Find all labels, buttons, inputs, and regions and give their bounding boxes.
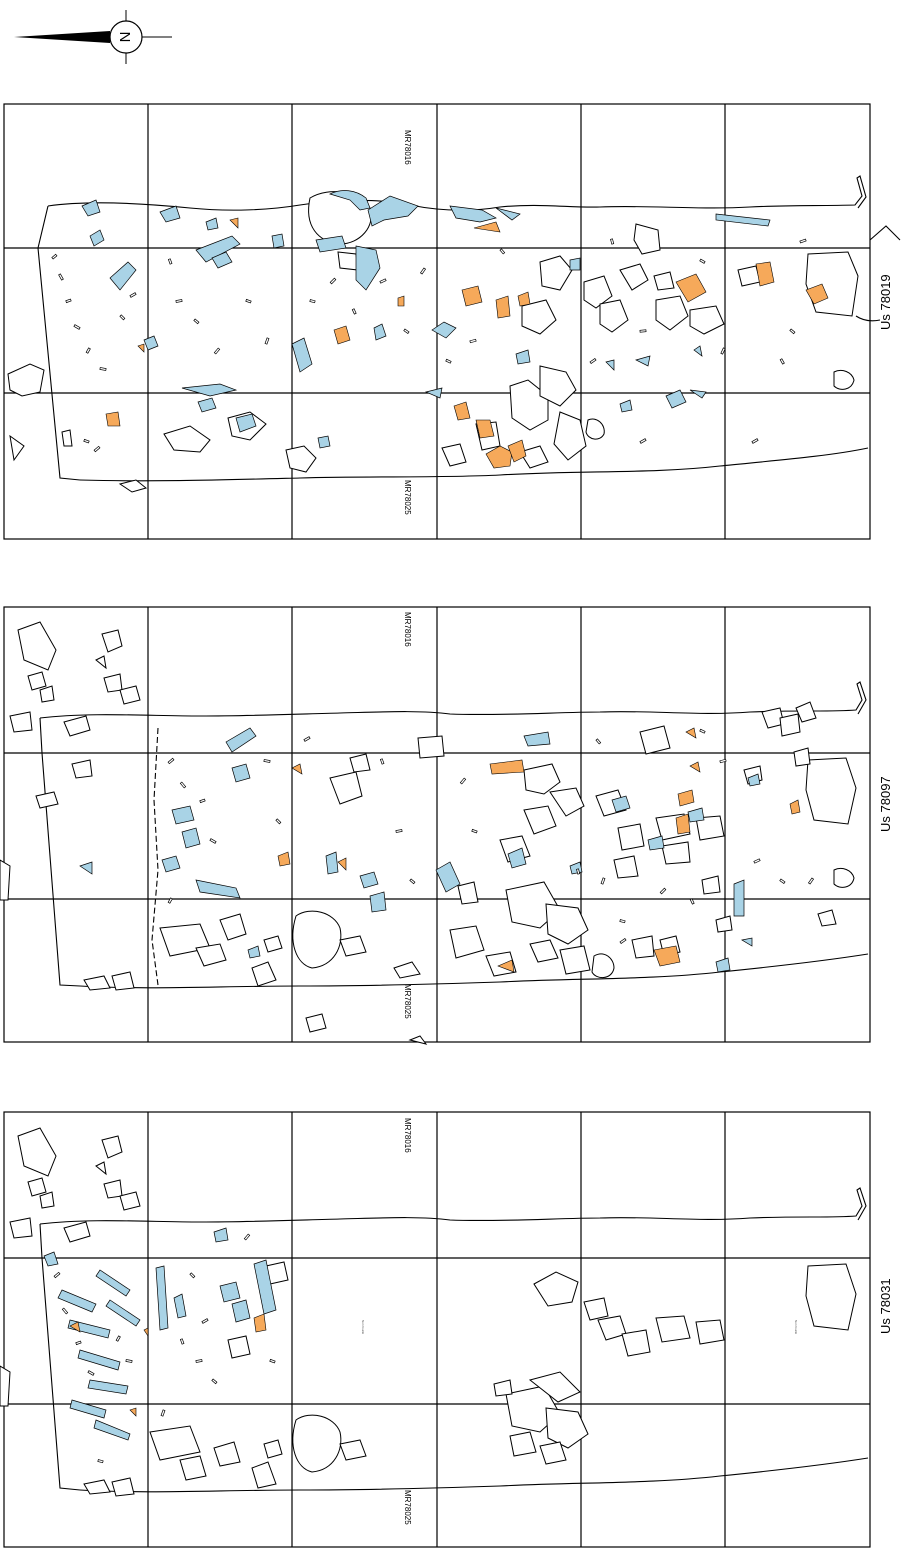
panel-2: MR78016 MR78025 Us 78097 (0, 606, 893, 1045)
panel-2-stones (0, 621, 857, 1045)
panel-1-scatter (51, 238, 807, 453)
panel-1-wall-bottom-label: MR78025 (403, 480, 412, 515)
panel-1-us-label: Us 78019 (878, 274, 893, 330)
panel-1-wall-top-label: MR78016 (403, 130, 412, 165)
panel-3-wall-top-label: MR78016 (403, 1118, 412, 1153)
panel-2-left-edge (39, 717, 81, 987)
panel-1-bone-fragments (81, 190, 771, 449)
panel-3-grid (3, 1111, 871, 1548)
panel-3: Non fouillé Non fouillé MR78016 MR78025 … (0, 1111, 893, 1548)
panel-1-stones (7, 191, 859, 493)
panel-3-stones (0, 1127, 857, 1497)
panel-2-bone-fragments (79, 727, 761, 973)
panel-3-left-edge (39, 1223, 81, 1491)
panel-3-bottom-edge (79, 1457, 869, 1493)
panel-2-bottom-edge (79, 953, 869, 989)
panel-3-top-edge (39, 1187, 867, 1225)
north-letter: N (117, 32, 134, 43)
panel-2-orange-fragments (277, 727, 801, 973)
panel-3-scatter (53, 1233, 276, 1464)
panel-2-top-edge (39, 681, 867, 719)
panel-2-wall-bottom-label: MR78025 (403, 984, 412, 1019)
panel-3-bone-fragments (43, 1227, 277, 1441)
panel-3-orange-fragments (69, 1313, 267, 1417)
panel-2-us-label: Us 78097 (878, 776, 893, 832)
panel-3-us-label: Us 78031 (878, 1278, 893, 1334)
panel-2-scatter (167, 728, 815, 945)
panel-1: MR78016 MR78025 Us 78019 (3, 103, 901, 540)
panel-1-bottom-edge (79, 447, 869, 482)
panel-3-note-2: Non fouillé (794, 1320, 798, 1335)
north-arrow-icon: N (14, 10, 172, 64)
panel-2-wall-top-label: MR78016 (403, 612, 412, 647)
panel-2-grid (3, 606, 871, 1043)
panel-1-grid (3, 103, 871, 540)
panel-1-top-edge (47, 175, 867, 211)
panel-1-left-edge (37, 205, 81, 481)
panel-3-note-1: Non fouillé (361, 1320, 365, 1335)
panel-1-orange-fragments (105, 217, 829, 469)
panel-3-wall-bottom-label: MR78025 (403, 1490, 412, 1525)
